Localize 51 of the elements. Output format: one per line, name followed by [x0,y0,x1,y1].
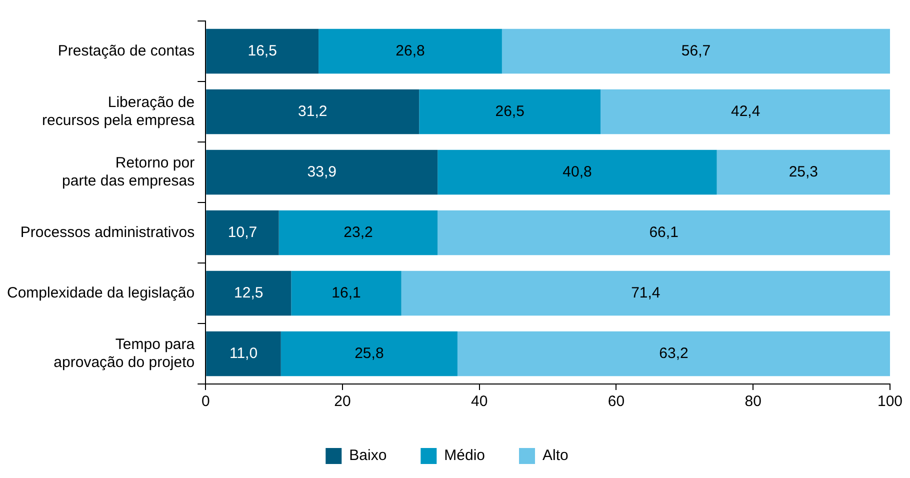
data-label: 71,4 [631,284,660,302]
y-tick-label: Processos administrativos [20,224,195,241]
bar [291,270,402,316]
data-label: 16,5 [248,42,277,60]
data-label: 26,5 [495,102,524,120]
bar [502,28,890,74]
x-tick-label: 0 [201,393,210,410]
data-label: 31,2 [298,102,328,120]
bar [318,28,502,74]
bar [457,331,890,376]
x-tick-label: 40 [471,393,488,410]
x-tick-label: 80 [744,393,762,410]
bar [716,150,890,195]
bar [438,150,717,195]
y-tick-label: Prestação de contas [58,42,195,60]
data-label: 40,8 [562,163,592,180]
data-label: 25,3 [788,163,818,180]
legend-label: Baixo [349,447,387,464]
bar [401,270,890,316]
bar [206,150,438,195]
data-label: 56,7 [681,42,711,60]
data-label: 16,1 [332,284,361,302]
bar [419,89,601,134]
data-label: 25,8 [354,344,384,362]
bar [206,331,281,376]
data-label: 63,2 [659,344,688,362]
data-label: 33,9 [307,163,336,180]
data-label: 26,8 [396,42,425,60]
bar [206,28,319,74]
bar [438,210,890,256]
data-label: 11,0 [229,344,258,362]
data-label: 66,1 [649,224,678,241]
y-tick-label: Complexidade da legislação [6,284,195,302]
data-label: 42,4 [730,102,760,120]
y-tick-label: Tempo para aprovação do projeto [54,336,196,371]
data-label: 23,2 [344,224,373,241]
x-tick-label: 100 [877,393,903,410]
x-tick-label: 60 [608,393,625,410]
data-label: 10,7 [228,224,258,241]
bar [206,210,279,256]
bar [280,331,458,376]
y-tick-label: Retorno por parte das empresas [62,154,195,190]
x-tick-label: 20 [334,393,351,410]
data-label: 12,5 [234,284,264,302]
bar [600,89,890,134]
legend-label: Médio [444,447,486,464]
bar [206,270,292,316]
legend-label: Alto [542,447,568,464]
bar [206,89,420,134]
bar [278,210,438,256]
y-tick-label: Liberação de recursos pela empresa [42,94,196,129]
